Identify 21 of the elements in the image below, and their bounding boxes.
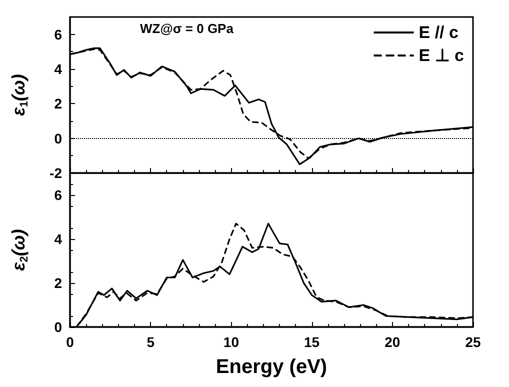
y-tick-label: 6: [54, 187, 62, 203]
annotation: WZ@σ = 0 GPa: [140, 21, 234, 36]
x-tick-label: 15: [304, 334, 320, 350]
y-tick-label: 2: [54, 96, 62, 112]
x-tick-label: 0: [66, 334, 74, 350]
y-tick-label: 2: [54, 275, 62, 291]
x-axis-title: Energy (eV): [216, 356, 328, 378]
legend-label: E // c: [418, 23, 458, 42]
legend-label: E ⊥ c: [418, 46, 464, 65]
y-tick-label: 0: [54, 319, 62, 335]
y-tick-label: 0: [54, 130, 62, 146]
x-tick-label: 20: [384, 334, 400, 350]
y-tick-label: -2: [50, 165, 62, 181]
y-tick-label: 4: [54, 231, 62, 247]
y-axis-title: ε2(ω): [8, 229, 30, 271]
x-tick-label: 5: [146, 334, 155, 350]
x-tick-label: 25: [465, 334, 481, 350]
x-tick-label: 10: [223, 334, 240, 350]
y-tick-label: 4: [54, 61, 62, 77]
y-axis-title: ε1(ω): [8, 74, 30, 116]
y-tick-label: 6: [54, 26, 62, 42]
